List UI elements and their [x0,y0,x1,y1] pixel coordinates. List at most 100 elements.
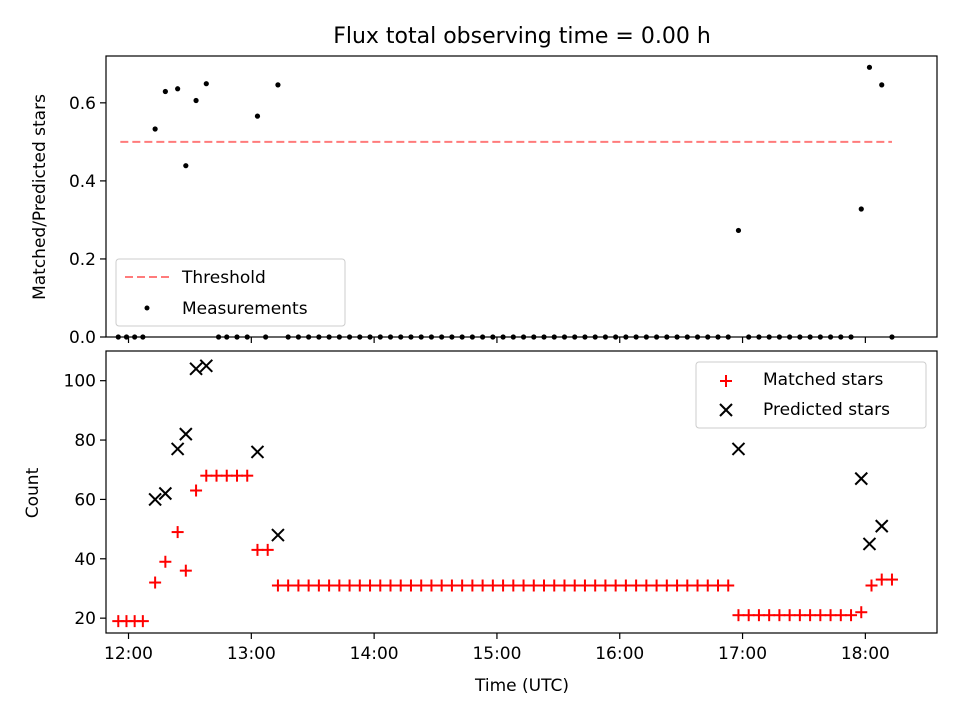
matched-star-point [681,579,694,592]
matched-star-point [732,609,745,622]
legend-measurements-swatch [144,305,150,311]
matched-star-point [404,579,417,592]
matched-star-point [190,484,203,497]
matched-star-point [763,609,776,622]
predicted-star-point [179,427,193,441]
matched-star-point [486,579,499,592]
matched-star-point [200,469,213,482]
matched-star-point [752,609,765,622]
legend-predicted-label: Predicted stars [763,400,890,420]
matched-star-point [793,609,806,622]
matched-star-point [599,579,612,592]
matched-star-point [445,579,458,592]
legend-matched-label: Matched stars [763,370,883,390]
matched-star-point [364,579,377,592]
measurement-point [275,82,281,88]
matched-star-point [885,573,898,586]
matched-star-point [568,579,581,592]
bottom-xlabel: Time (UTC) [474,676,569,696]
matched-star-point [875,573,888,586]
matched-star-point [671,579,684,592]
matched-star-point [855,606,868,619]
matched-star-point [261,543,274,556]
bottom-xtick-label: 14:00 [350,644,399,664]
matched-star-point [865,579,878,592]
matched-star-point [323,579,336,592]
matched-star-point [814,609,827,622]
matched-star-point [660,579,673,592]
matched-star-point [476,579,489,592]
matched-star-point [722,579,735,592]
bottom-ytick-label: 100 [64,372,96,392]
matched-star-point [650,579,663,592]
bottom-legend-box [695,361,927,429]
predicted-star-point [731,442,746,456]
bottom-ytick-label: 80 [74,431,96,451]
measurement-point [254,113,261,119]
matched-star-point [783,609,796,622]
top-ytick-label: 0.6 [69,94,96,114]
matched-star-point [384,579,397,592]
bottom-xtick-label: 18:00 [841,644,890,664]
matched-star-point [425,579,438,592]
matched-star-point [292,579,305,592]
matched-star-point [220,469,233,482]
bottom-xtick-label: 12:00 [104,644,153,664]
figure-title: Flux total observing time = 0.00 h [333,24,711,49]
matched-star-point [179,564,192,577]
measurement-point [879,82,885,88]
matched-star-point [159,555,172,568]
predicted-star-point [170,442,185,456]
bottom-axis-ticks: 20 40 60 80 100 12:00 13:00 14:00 15:00 16:00 17:0… [64,372,890,664]
bottom-ytick-label: 40 [74,550,96,570]
matched-star-point [619,579,632,592]
matched-star-point [241,469,254,482]
matched-star-point [824,609,837,622]
matched-star-point [353,579,366,592]
measurement-point [183,163,189,169]
matched-star-point [435,579,448,592]
top-legend: Threshold Measurements [115,258,346,327]
matched-star-point [333,579,346,592]
bottom-ylabel: Count [23,467,43,518]
bottom-ytick-label: 60 [74,490,96,510]
matched-star-point [136,615,149,628]
matched-star-point [538,579,551,592]
matched-star-point [804,609,817,622]
matched-star-point [609,579,622,592]
matched-star-point [282,579,295,592]
matched-star-point [302,579,315,592]
measurement-point [858,206,864,212]
matched-star-point [456,579,469,592]
matched-star-point [845,609,858,622]
matched-star-point [711,579,724,592]
matched-star-point [589,579,602,592]
measurement-point [175,86,181,92]
matched-star-point [497,579,510,592]
matched-star-point [415,579,428,592]
matched-star-point [374,579,387,592]
matched-star-point [210,469,223,482]
measurement-point [193,97,199,104]
predicted-star-point [189,362,203,376]
predicted-star-point [271,528,285,542]
matched-star-point [394,579,407,592]
top-ytick-label: 0.2 [69,250,96,270]
bottom-panel: 20 40 60 80 100 12:00 13:00 14:00 15:00 16:00 17:0… [23,350,938,696]
measurement-point [866,64,873,70]
predicted-star-point [199,359,214,373]
measurement-point [735,227,742,234]
measurement-point [203,81,209,87]
legend-measurements-label: Measurements [182,299,308,319]
top-panel: 0.0 0.2 0.4 0.6 Matched/Predicted stars Thr… [30,55,938,348]
matched-star-point [558,579,571,592]
bottom-xtick-label: 16:00 [595,644,644,664]
matched-star-point [149,576,162,589]
top-axis-ticks: 0.0 0.2 0.4 0.6 [69,94,866,348]
bottom-ytick-label: 20 [74,609,96,629]
matched-star-point [701,579,714,592]
matched-star-point [691,579,704,592]
matched-star-point [834,609,847,622]
bottom-legend: Matched stars Predicted stars [695,361,927,429]
top-ylabel: Matched/Predicted stars [30,94,50,300]
